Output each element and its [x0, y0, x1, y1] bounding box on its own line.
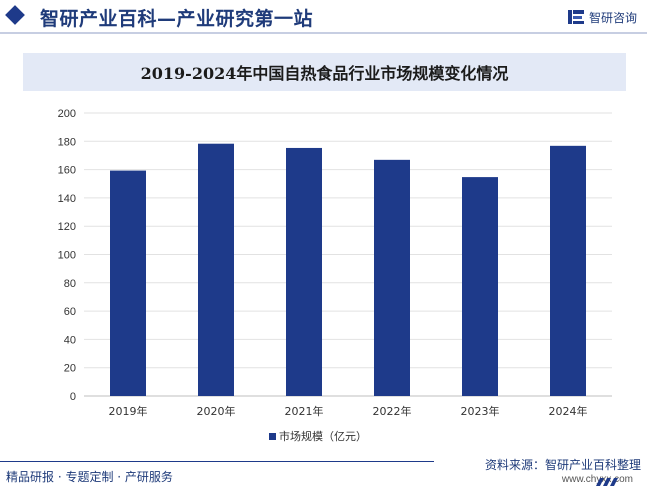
y-tick-label: 100 — [58, 250, 76, 262]
legend-label: 市场规模（亿元） — [279, 430, 367, 443]
brand-name: 智研咨询 — [588, 10, 637, 25]
footer-tagline: 精品研报 · 专题定制 · 产研服务 — [6, 470, 173, 484]
y-tick-label: 200 — [58, 108, 76, 120]
legend-swatch — [269, 432, 276, 440]
y-tick-label: 80 — [64, 278, 76, 290]
chart-legend: 市场规模（亿元） — [269, 428, 367, 444]
y-tick-label: 40 — [64, 334, 76, 346]
bar — [462, 177, 498, 396]
header: 智研产业百科—产业研究第一站 智研咨询 — [0, 0, 647, 34]
y-tick-label: 20 — [64, 363, 76, 375]
bar — [110, 170, 146, 396]
brand-logo-icon — [567, 10, 584, 24]
y-tick-label: 120 — [58, 221, 76, 233]
x-tick-label: 2019年 — [109, 404, 148, 418]
brand[interactable]: 智研咨询 — [567, 7, 637, 27]
footer-stripes-icon — [596, 478, 618, 486]
x-tick-label: 2023年 — [461, 404, 500, 418]
y-tick-label: 0 — [70, 391, 76, 403]
x-tick-label: 2022年 — [373, 404, 412, 418]
bar — [550, 145, 586, 396]
source-note: 资料来源：智研产业百科整理 — [484, 458, 641, 472]
footer-divider — [0, 461, 434, 462]
x-tick-label: 2020年 — [197, 404, 236, 418]
y-tick-label: 60 — [64, 306, 76, 318]
bar — [286, 147, 322, 396]
y-tick-label: 140 — [58, 193, 76, 205]
chart-title-bar: 2019-2024年中国自热食品行业市场规模变化情况 — [23, 53, 626, 91]
site-title: 智研产业百科—产业研究第一站 — [40, 8, 314, 30]
bar — [198, 143, 234, 396]
header-divider — [0, 32, 647, 34]
y-tick-label: 160 — [58, 165, 76, 177]
chart-title: 2019-2024年中国自热食品行业市场规模变化情况 — [140, 64, 509, 83]
x-tick-label: 2024年 — [549, 404, 588, 418]
footer-url[interactable]: www.chyxx.com — [561, 474, 633, 485]
bar — [374, 159, 410, 396]
x-tick-label: 2021年 — [285, 404, 324, 418]
y-tick-label: 180 — [58, 136, 76, 148]
